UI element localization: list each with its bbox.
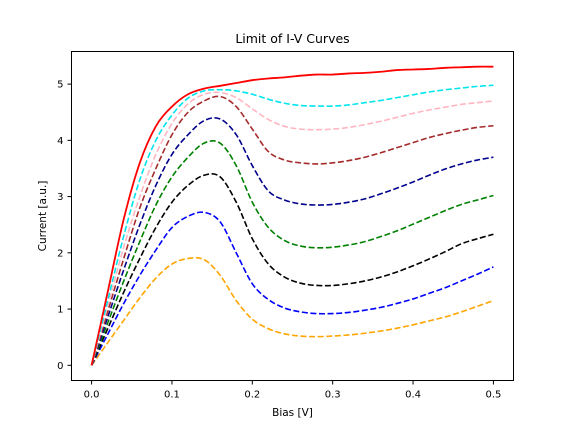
series-line-8 [90, 84, 494, 366]
y-tick-label: 1 [57, 305, 63, 316]
x-tick-label: 0.0 [84, 390, 100, 401]
y-tick-label: 4 [57, 136, 63, 147]
series-line-1 [90, 256, 494, 366]
x-tick-label: 0.1 [164, 390, 180, 401]
series-line-6 [90, 95, 494, 366]
chart-title: Limit of I-V Curves [235, 31, 349, 46]
y-axis-label: Current [a.u.] [37, 181, 49, 252]
x-axis-ticks: 0.0 0.1 0.2 0.3 0.4 0.5 [84, 380, 501, 401]
series-line-4 [90, 140, 494, 366]
y-tick-label: 2 [57, 248, 63, 259]
x-tick-label: 0.4 [405, 390, 421, 401]
series-layer [90, 65, 494, 366]
x-tick-label: 0.2 [244, 390, 260, 401]
y-tick-label: 5 [57, 80, 63, 91]
series-line-9 [90, 65, 494, 366]
series-line-2 [90, 211, 494, 366]
y-tick-label: 3 [57, 192, 63, 203]
x-tick-label: 0.5 [485, 390, 501, 401]
series-line-5 [90, 116, 494, 366]
series-line-7 [90, 91, 494, 366]
x-tick-label: 0.3 [325, 390, 341, 401]
series-line-3 [90, 173, 494, 366]
x-axis-label: Bias [V] [272, 407, 313, 419]
y-tick-label: 0 [57, 361, 63, 372]
plot-frame [71, 51, 514, 381]
y-axis-ticks: 0 1 2 3 4 5 [57, 80, 72, 372]
